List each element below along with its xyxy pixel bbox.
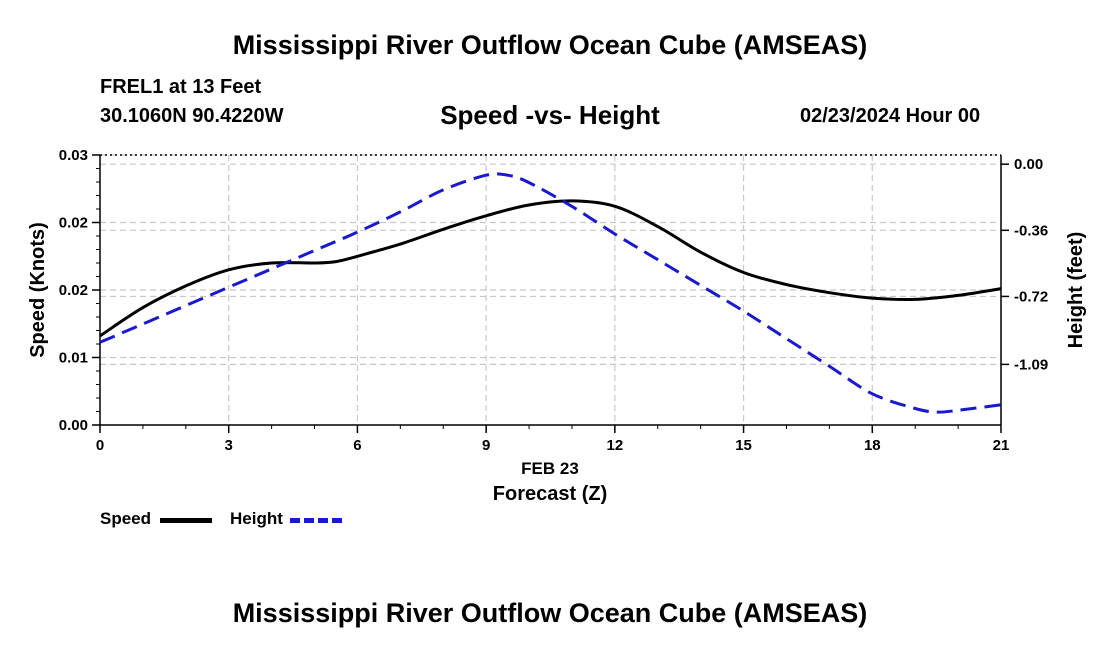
y-tick-label: 0.01: [59, 350, 88, 367]
axes: 0 3 6 9 12 15 18 21 0.00 0.01 0.02 0.02 0.03 0.00 -0.3…: [59, 147, 1048, 454]
x-tick-label: 0: [96, 437, 104, 454]
x-tick-label: 6: [353, 437, 361, 454]
y-tick-label: 0.03: [59, 147, 88, 164]
x-tick-label: 9: [482, 437, 490, 454]
y2-tick-label: -0.72: [1014, 288, 1048, 305]
y2-tick-label: 0.00: [1014, 156, 1043, 173]
footer-title: Mississippi River Outflow Ocean Cube (AM…: [232, 598, 868, 628]
x-axis-title: Forecast (Z): [493, 483, 607, 505]
forecast-datetime: 02/23/2024 Hour 00: [800, 105, 981, 127]
grid-lines: [100, 154, 1001, 425]
x-tick-label: 21: [993, 437, 1010, 454]
legend-height-label: Height: [230, 509, 283, 528]
y-axis-title: Speed (Knots): [27, 222, 49, 358]
y2-tick-label: -1.09: [1014, 356, 1048, 373]
x-axis-date-label: FEB 23: [521, 459, 579, 478]
legend-height-swatch: [290, 518, 342, 523]
y2-axis-title: Height (feet): [1065, 232, 1087, 349]
y-tick-label: 0.00: [59, 417, 88, 434]
height-series-line: [99, 172, 1002, 414]
station-label: FREL1 at 13 Feet: [100, 76, 262, 98]
series-layer: [99, 172, 1002, 414]
y2-tick-label: -0.36: [1014, 222, 1048, 239]
x-tick-label: 3: [225, 437, 233, 454]
x-tick-label: 15: [735, 437, 752, 454]
x-tick-label: 18: [864, 437, 881, 454]
chart-subtitle: Speed -vs- Height: [440, 100, 660, 130]
y-tick-label: 0.02: [59, 215, 88, 232]
legend-speed-swatch: [160, 518, 212, 523]
speed-series-line: [99, 199, 1002, 338]
legend-speed-label: Speed: [100, 509, 152, 528]
x-tick-label: 12: [607, 437, 624, 454]
chart-title: Mississippi River Outflow Ocean Cube (AM…: [232, 30, 868, 60]
coordinates-label: 30.1060N 90.4220W: [100, 105, 284, 127]
y-tick-label: 0.02: [59, 282, 88, 299]
